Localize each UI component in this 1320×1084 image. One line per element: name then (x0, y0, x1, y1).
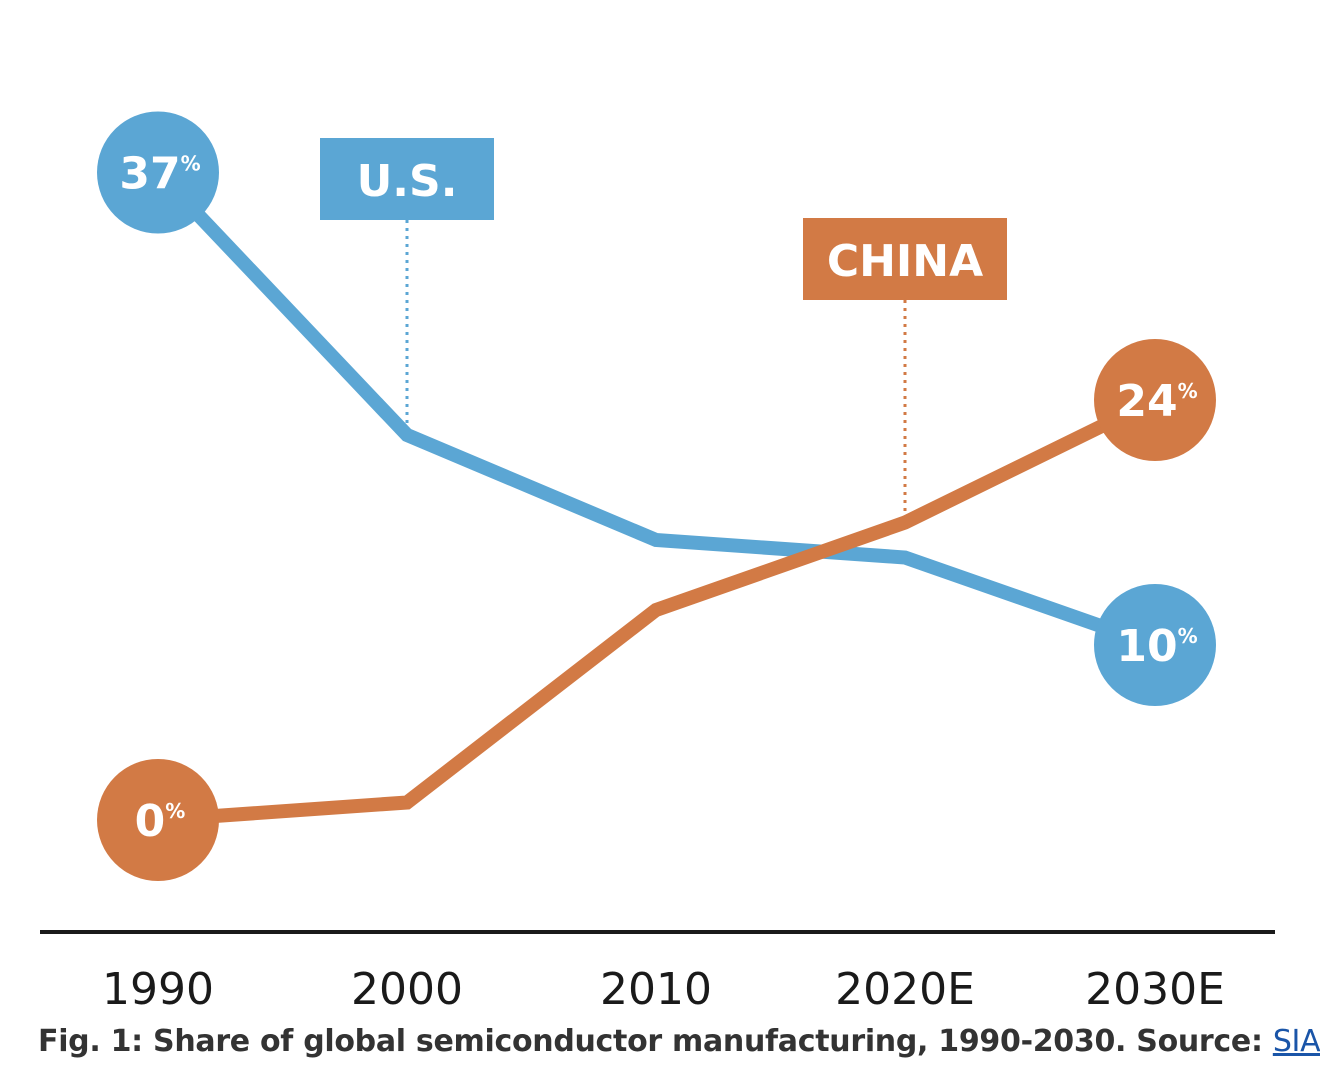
endpoint-label-china-start: 0% (135, 796, 186, 847)
percent-sign: % (165, 799, 185, 823)
endpoint-circle-china-start (97, 759, 219, 881)
endpoint-circle-u-s-end (1094, 584, 1216, 706)
x-tick-label: 2020E (835, 964, 975, 1015)
x-tick-label: 2010 (600, 964, 712, 1015)
figure-caption: Fig. 1: Share of global semiconductor ma… (38, 1024, 1320, 1059)
x-tick-label: 1990 (102, 964, 214, 1015)
caption-text: Fig. 1: Share of global semiconductor ma… (38, 1024, 1273, 1059)
data-point-u-s (406, 434, 408, 436)
data-point-u-s (655, 539, 657, 541)
x-axis-ticks: 1990 2000 2010 2020E 2030E (102, 964, 1225, 1015)
series-label-box-u-s (320, 138, 494, 220)
x-tick-label: 2000 (351, 964, 463, 1015)
endpoint-circle-u-s-start (97, 111, 219, 234)
data-point-china (904, 522, 906, 523)
endpoint-markers: 37%10%0%24% (97, 111, 1216, 881)
series-label-u-s: U.S. (357, 156, 458, 207)
endpoint-label-china-end: 24% (1116, 376, 1197, 427)
series-callouts: U.S. CHINA (320, 138, 1007, 300)
source-link[interactable]: SIA (1272, 1024, 1320, 1059)
data-point-u-s (904, 557, 906, 558)
percent-sign: % (181, 152, 201, 176)
series-label-box-china (803, 218, 1007, 300)
callout-guides (405, 220, 907, 515)
endpoint-circle-china-end (1094, 339, 1216, 461)
x-tick-label: 2030E (1085, 964, 1225, 1015)
percent-sign: % (1178, 624, 1198, 648)
series-label-china: CHINA (827, 236, 983, 287)
endpoint-label-u-s-start: 37% (119, 149, 200, 200)
percent-sign: % (1178, 379, 1198, 403)
data-point-china (655, 609, 657, 611)
data-point-china (406, 802, 408, 803)
